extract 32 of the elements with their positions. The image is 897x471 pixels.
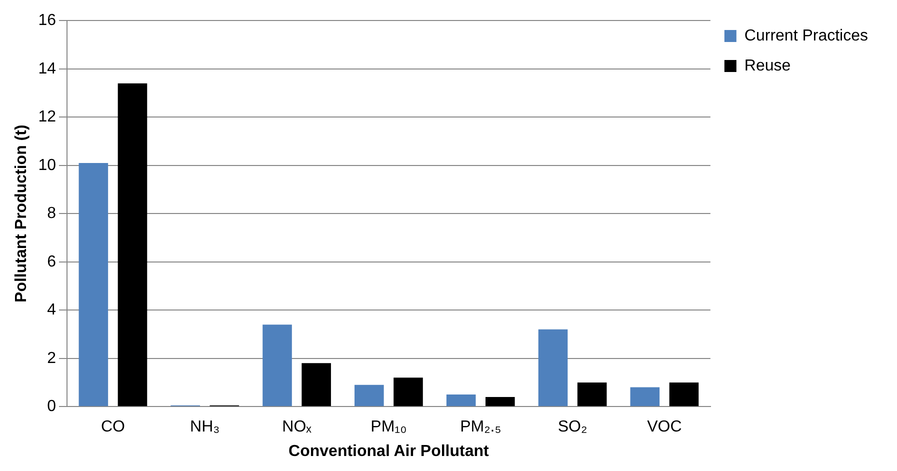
y-tick-label: 8 [47,205,56,222]
bar [262,324,292,406]
x-tick-label: PM₂.₅ [460,418,502,436]
x-tick-label: NH₃ [190,418,220,436]
y-tick-label: 0 [47,398,56,416]
bar [577,382,607,406]
x-tick-label: VOC [647,418,682,436]
y-tick-label: 6 [47,253,56,270]
bar [538,329,568,406]
bar [446,394,476,406]
legend-label: Reuse [744,57,791,74]
bar [486,396,515,406]
x-tick-label: SO₂ [558,418,588,436]
bar [669,382,699,406]
y-tick-label: 14 [38,60,56,78]
y-tick-label: 16 [38,12,56,30]
bar [78,162,108,406]
bar [302,363,331,406]
bar [118,83,148,406]
bar [630,387,660,406]
bar [354,384,384,406]
y-tick-label: 10 [38,156,56,174]
legend-label: Current Practices [744,27,868,44]
y-tick-label: 4 [47,302,56,319]
bar [394,378,423,406]
x-axis-title: Conventional Air Pollutant [288,442,490,460]
x-tick-label: CO [100,418,125,436]
y-tick-label: 12 [38,108,56,126]
x-tick-label: NOₓ [282,418,312,436]
x-tick-label: PM₁₀ [370,418,407,436]
y-tick-label: 2 [47,350,56,367]
y-axis-title: Pollutant Production (t) [13,124,30,302]
